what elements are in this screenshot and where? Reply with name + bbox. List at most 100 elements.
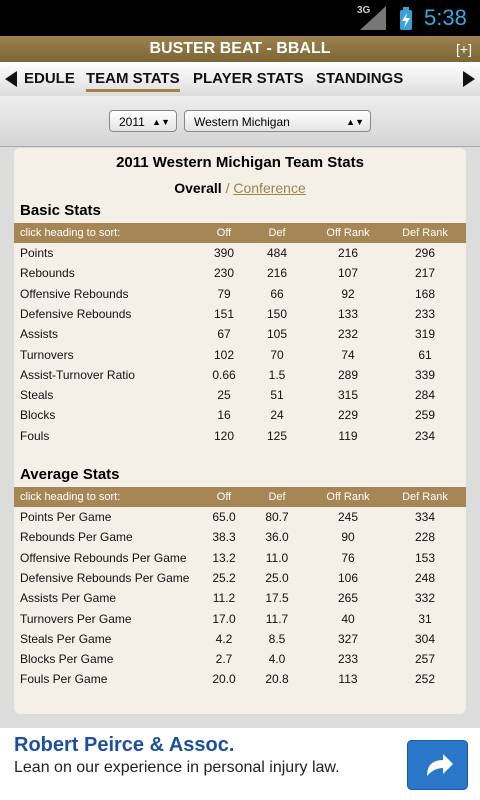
stat-value: 327 <box>337 631 359 646</box>
stat-value: 51 <box>270 388 284 403</box>
column-heading[interactable]: Off Rank <box>326 227 370 239</box>
table-header: click heading to sort: Off Def Off Rank Def … <box>14 223 466 243</box>
table-row: Assists 67 105 232 319 <box>14 324 466 344</box>
stat-value: 16 <box>217 408 231 423</box>
stat-value: 74 <box>341 347 355 362</box>
stat-name: Fouls Per Game <box>20 672 108 687</box>
table-row: Offensive Rebounds 79 66 92 168 <box>14 284 466 304</box>
expand-button[interactable]: [+] <box>456 41 472 57</box>
table-row: Steals 25 51 315 284 <box>14 385 466 405</box>
ad-button[interactable] <box>407 740 468 790</box>
stat-value: 216 <box>337 246 359 260</box>
stat-value: 76 <box>341 550 355 565</box>
stat-value: 11.0 <box>265 550 289 565</box>
stat-value: 248 <box>414 570 436 585</box>
stat-value: 113 <box>338 672 358 687</box>
stat-value: 70 <box>270 347 284 362</box>
table-row: Blocks 16 24 229 259 <box>14 405 466 425</box>
view-toggle: Overall / Conference <box>14 180 466 196</box>
table-row: Fouls Per Game 20.0 20.8 113 252 <box>14 669 466 689</box>
stat-value: 257 <box>414 652 436 667</box>
stat-value: 390 <box>213 246 235 260</box>
stat-name: Steals <box>20 388 54 403</box>
stat-value: 25.2 <box>212 570 236 585</box>
tab-bar: EDULE TEAM STATS PLAYER STATS STANDINGS <box>0 62 480 96</box>
stat-value: 315 <box>337 388 359 403</box>
stat-name: Assists <box>20 327 59 342</box>
stat-value: 36.0 <box>265 530 289 545</box>
stat-value: 229 <box>337 408 359 423</box>
tab-active[interactable]: TEAM STATS <box>86 70 180 92</box>
column-heading[interactable]: Def <box>268 491 286 503</box>
year-select[interactable]: 2011 ▲▼ <box>109 110 177 132</box>
ad-text: Lean on our experience in personal injur… <box>14 759 340 776</box>
column-heading: click heading to sort: <box>20 491 121 503</box>
selector-bar: 2011 ▲▼ Western Michigan ▲▼ <box>0 96 480 147</box>
stat-value: 25 <box>217 388 231 403</box>
column-heading: click heading to sort: <box>20 227 121 239</box>
stat-name: Steals Per Game <box>20 631 112 646</box>
stat-value: 20.0 <box>212 672 236 687</box>
stat-value: 8.5 <box>268 631 286 646</box>
stat-value: 107 <box>337 266 359 281</box>
ad-title: Robert Peirce & Assoc. <box>14 734 235 756</box>
column-heading[interactable]: Def <box>268 227 286 239</box>
column-heading[interactable]: Off Rank <box>326 491 370 503</box>
stat-value: 259 <box>414 408 436 423</box>
stat-value: 25.0 <box>265 570 289 585</box>
column-heading[interactable]: Def Rank <box>402 491 448 503</box>
stat-value: 61 <box>418 347 432 362</box>
table-row: Turnovers 102 70 74 61 <box>14 345 466 365</box>
column-heading[interactable]: Def Rank <box>402 227 448 239</box>
table-row: Defensive Rebounds 151 150 133 233 <box>14 304 466 324</box>
stat-value: 90 <box>341 530 355 545</box>
stat-value: 66 <box>270 286 284 301</box>
spinner: ▲▼ <box>346 117 364 127</box>
view-link[interactable]: Conference <box>233 180 306 196</box>
column-heading[interactable]: Off <box>216 491 232 503</box>
ad-banner[interactable]: Robert Peirce & Assoc. Lean on our exper… <box>0 728 480 800</box>
stat-value: 0.66 <box>212 367 236 382</box>
app-title: BUSTER BEAT - BBALL <box>149 40 331 57</box>
stat-value: 339 <box>414 367 436 382</box>
stat-value: 133 <box>337 306 359 321</box>
table-row: Rebounds Per Game 38.3 36.0 90 228 <box>14 527 466 547</box>
table-row: Assists Per Game 11.2 17.5 265 332 <box>14 588 466 608</box>
stat-value: 92 <box>341 286 355 301</box>
scroll-right[interactable] <box>461 71 477 87</box>
stat-value: 230 <box>213 266 235 281</box>
stat-name: Offensive Rebounds <box>20 286 129 301</box>
stat-name: Turnovers <box>20 347 74 362</box>
stat-value: 1.5 <box>268 367 286 382</box>
stat-value: 11.2 <box>212 591 236 606</box>
table-row: Blocks Per Game 2.7 4.0 233 257 <box>14 649 466 669</box>
team-select[interactable]: Western Michigan ▲▼ <box>184 110 371 132</box>
stat-name: Points <box>20 246 54 260</box>
tab[interactable]: PLAYER STATS <box>193 70 304 87</box>
stat-value: 217 <box>414 266 436 281</box>
table-row: Offensive Rebounds Per Game 13.2 11.0 76 153 <box>14 548 466 568</box>
table-header: click heading to sort: Off Def Off Rank Def … <box>14 487 466 507</box>
table-row: Steals Per Game 4.2 8.5 327 304 <box>14 629 466 649</box>
stat-value: 102 <box>213 347 235 362</box>
stat-value: 168 <box>414 286 436 301</box>
view-active[interactable]: Overall <box>174 180 222 196</box>
stat-value: 150 <box>266 306 288 321</box>
table-row: Points 390 484 216 296 <box>14 243 466 263</box>
status-bar: 3G 5:38 <box>0 0 480 36</box>
stat-value: 245 <box>337 510 359 524</box>
scroll-left[interactable] <box>3 71 19 87</box>
stat-value: 233 <box>337 652 359 667</box>
stat-name: Defensive Rebounds <box>20 306 132 321</box>
column-heading[interactable]: Off <box>216 227 232 239</box>
stat-value: 67 <box>217 327 231 342</box>
stat-name: Rebounds <box>20 266 75 281</box>
stat-value: 319 <box>414 327 436 342</box>
stat-name: Offensive Rebounds Per Game <box>20 550 187 565</box>
tab[interactable]: STANDINGS <box>316 70 404 87</box>
stat-value: 484 <box>266 246 288 260</box>
clock: 5:38 <box>424 5 467 30</box>
tab[interactable]: EDULE <box>24 70 75 87</box>
stat-value: 17.0 <box>212 611 236 626</box>
